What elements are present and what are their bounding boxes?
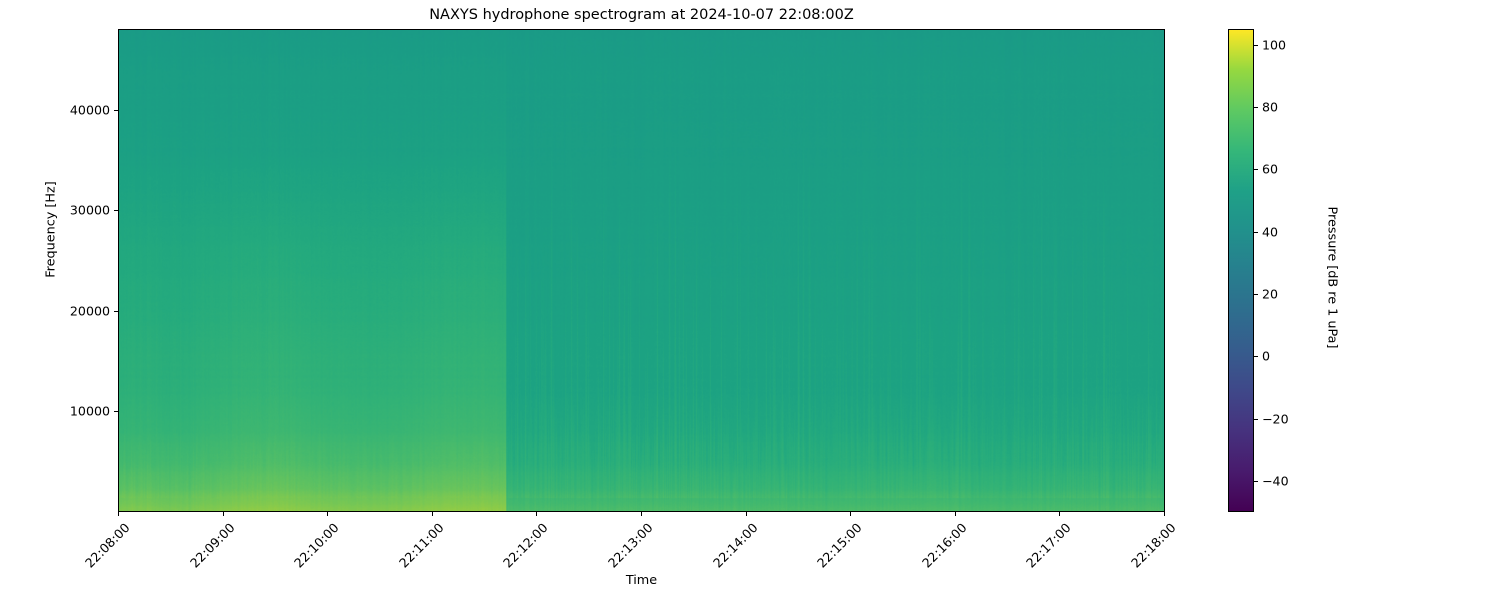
colorbar-tick-label: −40 — [1262, 473, 1289, 489]
y-tick — [114, 110, 118, 111]
page-title: NAXYS hydrophone spectrogram at 2024-10-… — [429, 7, 854, 23]
x-tick-label: 22:15:00 — [814, 520, 865, 571]
x-tick — [222, 512, 224, 516]
colorbar-tick — [1254, 419, 1258, 420]
x-tick-label: 22:12:00 — [500, 520, 551, 571]
colorbar-tick — [1254, 294, 1258, 295]
colorbar-tick — [1254, 481, 1258, 482]
y-tick-label: 20000 — [69, 303, 110, 319]
x-tick — [1059, 512, 1061, 516]
x-tick-label: 22:11:00 — [395, 520, 447, 571]
colorbar-tick — [1254, 107, 1258, 108]
colorbar-tick-label: 40 — [1262, 224, 1279, 240]
colorbar — [1228, 29, 1254, 512]
x-tick-label: 22:18:00 — [1128, 520, 1179, 571]
y-tick — [114, 210, 118, 211]
x-tick — [641, 512, 642, 516]
y-tick-label: 40000 — [69, 102, 110, 117]
x-tick-label: 22:09:00 — [186, 520, 238, 571]
y-axis-label: Frequency [Hz] — [43, 181, 59, 278]
spectrogram-plot-area — [118, 29, 1165, 512]
x-tick-label: 22:08:00 — [82, 520, 133, 571]
x-tick — [431, 512, 433, 516]
colorbar-tick-label: 60 — [1262, 161, 1279, 177]
x-tick — [536, 512, 538, 516]
x-tick-label: 22:14:00 — [709, 520, 761, 571]
x-tick — [1164, 512, 1165, 516]
y-tick — [114, 311, 118, 312]
x-tick — [745, 512, 747, 516]
x-tick — [954, 512, 956, 516]
colorbar-tick — [1254, 356, 1258, 357]
x-tick — [327, 512, 329, 516]
x-axis-label: Time — [625, 573, 658, 588]
y-tick-label: 10000 — [69, 403, 110, 419]
colorbar-tick-label: 80 — [1262, 99, 1279, 115]
colorbar-tick — [1254, 232, 1258, 233]
colorbar-tick — [1254, 45, 1258, 46]
colorbar-tick-label: −20 — [1262, 411, 1289, 427]
colorbar-tick-label: 20 — [1262, 286, 1279, 302]
spectrogram-image — [119, 30, 1164, 511]
y-tick-label: 30000 — [69, 202, 110, 218]
x-tick — [118, 512, 119, 516]
colorbar-label: Pressure [dB re 1 uPa] — [1324, 206, 1340, 349]
x-tick-label: 22:16:00 — [918, 520, 970, 571]
x-tick — [850, 512, 852, 516]
x-tick-label: 22:10:00 — [291, 520, 342, 571]
colorbar-tick-label: 100 — [1262, 37, 1287, 53]
x-tick-label: 22:13:00 — [605, 520, 656, 571]
spectrogram-figure: NAXYS hydrophone spectrogram at 2024-10-… — [43, 7, 1340, 588]
colorbar-tick — [1254, 169, 1258, 170]
x-tick-label: 22:17:00 — [1023, 520, 1074, 571]
y-tick — [114, 411, 118, 412]
colorbar-tick-label: 0 — [1262, 348, 1271, 364]
